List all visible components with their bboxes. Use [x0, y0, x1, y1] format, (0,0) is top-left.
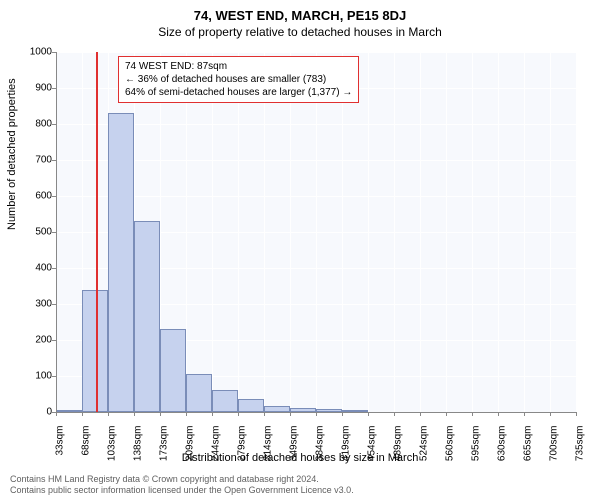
xtick-label: 138sqm	[133, 426, 144, 466]
xtick-label: 524sqm	[419, 426, 430, 466]
ytick-label: 900	[12, 83, 52, 94]
chart-title: 74, WEST END, MARCH, PE15 8DJ	[0, 0, 600, 23]
xtick-mark	[134, 412, 135, 416]
xtick-label: 209sqm	[185, 426, 196, 466]
ytick-mark	[52, 304, 56, 305]
ytick-mark	[52, 124, 56, 125]
xtick-label: 735sqm	[575, 426, 586, 466]
xtick-label: 560sqm	[445, 426, 456, 466]
ytick-label: 100	[12, 371, 52, 382]
annotation-line: ← 36% of detached houses are smaller (78…	[125, 73, 352, 86]
ytick-label: 500	[12, 227, 52, 238]
ytick-label: 800	[12, 119, 52, 130]
ytick-mark	[52, 52, 56, 53]
xtick-mark	[108, 412, 109, 416]
xtick-mark	[550, 412, 551, 416]
xtick-label: 384sqm	[315, 426, 326, 466]
gridline-v	[472, 52, 473, 412]
annotation-box: 74 WEST END: 87sqm← 36% of detached hous…	[118, 56, 359, 103]
xtick-mark	[290, 412, 291, 416]
footer-line-1: Contains HM Land Registry data © Crown c…	[10, 474, 354, 485]
chart-subtitle: Size of property relative to detached ho…	[0, 23, 600, 39]
xtick-mark	[446, 412, 447, 416]
ytick-mark	[52, 340, 56, 341]
ytick-label: 0	[12, 407, 52, 418]
histogram-bar	[238, 399, 264, 412]
xtick-mark	[498, 412, 499, 416]
xtick-label: 314sqm	[263, 426, 274, 466]
gridline-v	[524, 52, 525, 412]
xtick-mark	[316, 412, 317, 416]
xtick-mark	[524, 412, 525, 416]
xtick-mark	[82, 412, 83, 416]
ytick-mark	[52, 196, 56, 197]
xtick-label: 68sqm	[81, 426, 92, 466]
gridline-v	[316, 52, 317, 412]
gridline-v	[186, 52, 187, 412]
gridline-v	[290, 52, 291, 412]
xtick-mark	[394, 412, 395, 416]
xtick-mark	[342, 412, 343, 416]
footer-line-2: Contains public sector information licen…	[10, 485, 354, 496]
ytick-mark	[52, 376, 56, 377]
xtick-label: 419sqm	[341, 426, 352, 466]
gridline-v	[264, 52, 265, 412]
y-axis	[56, 52, 57, 412]
ytick-mark	[52, 160, 56, 161]
xtick-label: 700sqm	[549, 426, 560, 466]
ytick-label: 300	[12, 299, 52, 310]
histogram-bar	[186, 374, 212, 412]
gridline-v	[550, 52, 551, 412]
xtick-mark	[472, 412, 473, 416]
xtick-mark	[238, 412, 239, 416]
xtick-mark	[368, 412, 369, 416]
xtick-label: 349sqm	[289, 426, 300, 466]
gridline-v	[342, 52, 343, 412]
xtick-label: 665sqm	[523, 426, 534, 466]
xtick-label: 173sqm	[159, 426, 170, 466]
xtick-mark	[264, 412, 265, 416]
xtick-mark	[212, 412, 213, 416]
gridline-v	[212, 52, 213, 412]
xtick-label: 454sqm	[367, 426, 378, 466]
xtick-label: 279sqm	[237, 426, 248, 466]
xtick-label: 103sqm	[107, 426, 118, 466]
xtick-label: 630sqm	[497, 426, 508, 466]
ytick-mark	[52, 232, 56, 233]
ytick-label: 600	[12, 191, 52, 202]
gridline-v	[576, 52, 577, 412]
gridline-v	[238, 52, 239, 412]
gridline-v	[446, 52, 447, 412]
xtick-label: 33sqm	[55, 426, 66, 466]
gridline-v	[368, 52, 369, 412]
xtick-mark	[186, 412, 187, 416]
ytick-mark	[52, 88, 56, 89]
xtick-label: 595sqm	[471, 426, 482, 466]
xtick-mark	[576, 412, 577, 416]
histogram-bar	[108, 113, 134, 412]
histogram-bar	[82, 290, 108, 412]
histogram-bar	[212, 390, 238, 412]
xtick-mark	[420, 412, 421, 416]
gridline-v	[498, 52, 499, 412]
ytick-mark	[52, 268, 56, 269]
xtick-mark	[160, 412, 161, 416]
gridline-v	[420, 52, 421, 412]
annotation-line: 74 WEST END: 87sqm	[125, 60, 352, 73]
gridline-v	[394, 52, 395, 412]
ytick-label: 400	[12, 263, 52, 274]
plot-area: 74 WEST END: 87sqm← 36% of detached hous…	[56, 52, 576, 412]
marker-line	[96, 52, 98, 412]
histogram-bar	[134, 221, 160, 412]
xtick-label: 244sqm	[211, 426, 222, 466]
ytick-label: 700	[12, 155, 52, 166]
xtick-mark	[56, 412, 57, 416]
footer-text: Contains HM Land Registry data © Crown c…	[10, 474, 354, 496]
ytick-label: 200	[12, 335, 52, 346]
annotation-line: 64% of semi-detached houses are larger (…	[125, 86, 352, 99]
xtick-label: 489sqm	[393, 426, 404, 466]
histogram-bar	[160, 329, 186, 412]
ytick-label: 1000	[12, 47, 52, 58]
